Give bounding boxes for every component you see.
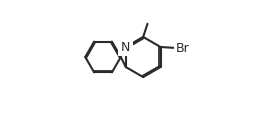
Text: Br: Br: [176, 42, 190, 55]
Text: N: N: [121, 41, 131, 54]
